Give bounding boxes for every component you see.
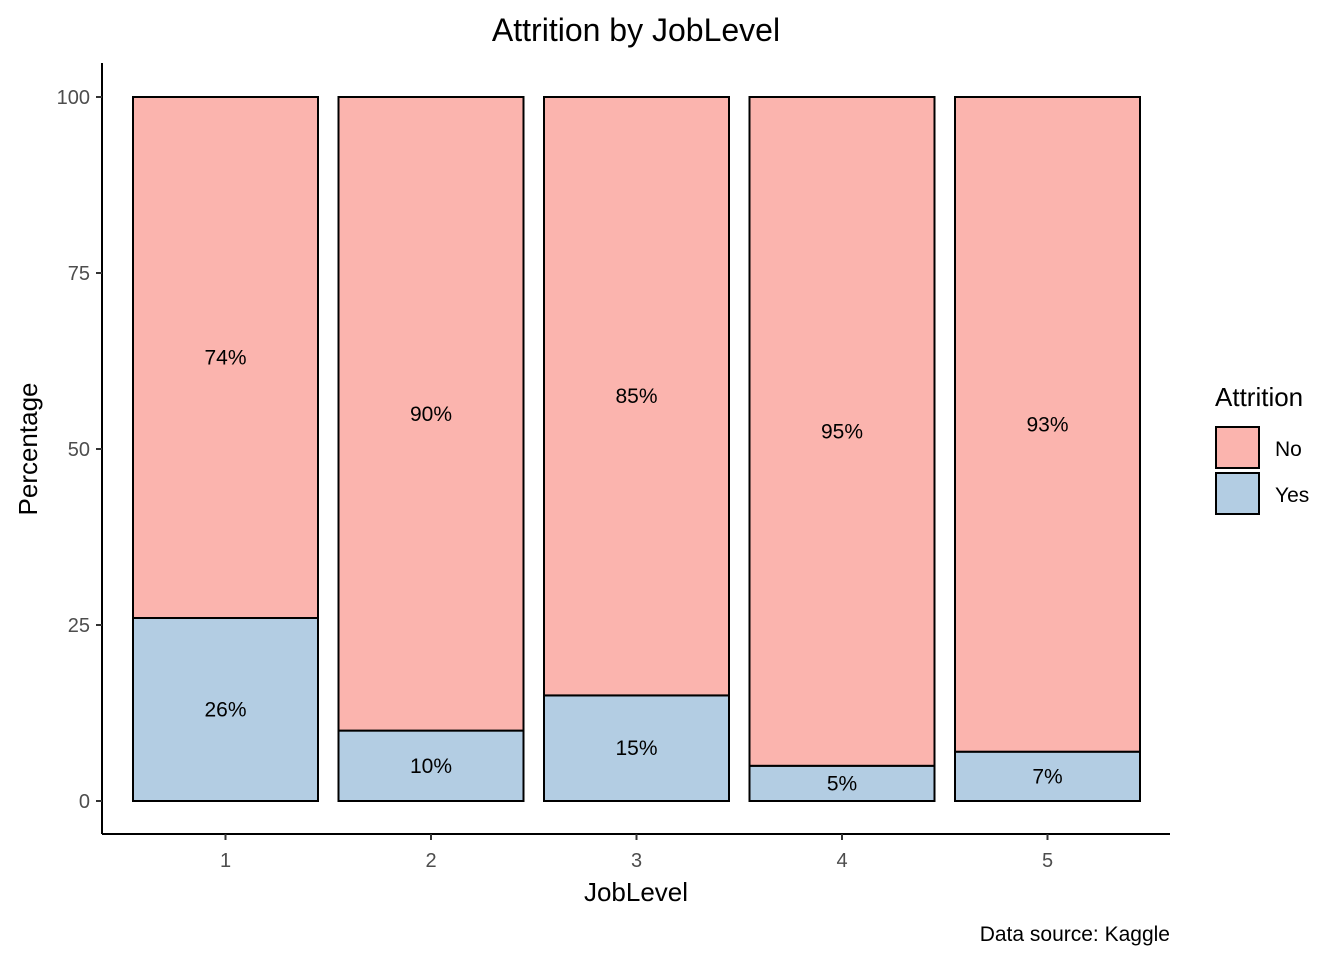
legend-title: Attrition (1215, 382, 1303, 412)
bar-label-yes-4: 5% (827, 772, 857, 795)
x-axis: 1 2 3 4 5 (102, 833, 1170, 872)
y-tick-label: 25 (68, 615, 90, 637)
bar-no-2 (337, 96, 525, 732)
y-tick-label: 50 (68, 439, 90, 461)
bar-label-no-2: 90% (410, 403, 452, 426)
x-tick-label: 4 (836, 850, 847, 872)
bar-label-yes-1: 26% (204, 699, 246, 722)
plot-area: 26% 74% 10% 90% 15% 85% 5% 95% 7% 93% (132, 96, 1141, 803)
y-tick-label: 75 (68, 263, 90, 285)
x-axis-title: JobLevel (584, 877, 688, 907)
x-tick-label: 2 (425, 850, 436, 872)
bar-yes-1 (132, 617, 319, 802)
bar-label-no-4: 95% (821, 420, 863, 443)
bar-label-yes-3: 15% (615, 737, 657, 760)
legend-key-yes (1215, 472, 1260, 515)
chart-title: Attrition by JobLevel (492, 12, 780, 48)
bar-label-no-1: 74% (204, 347, 246, 370)
bar-label-yes-5: 7% (1032, 765, 1062, 788)
bar-label-no-5: 93% (1026, 413, 1068, 436)
y-axis-title: Percentage (13, 383, 43, 516)
legend: Attrition No Yes (1215, 382, 1309, 515)
bar-label-yes-2: 10% (410, 755, 452, 778)
x-tick-label: 3 (631, 850, 642, 872)
bar-yes-5 (954, 750, 1141, 803)
bar-label-no-3: 85% (615, 385, 657, 408)
legend-label-no: No (1275, 438, 1302, 461)
bar-yes-3 (543, 694, 730, 803)
x-tick-label: 5 (1042, 850, 1053, 872)
y-axis: 0 25 50 75 100 (57, 63, 103, 834)
legend-label-yes: Yes (1275, 484, 1309, 507)
bar-yes-4 (748, 764, 936, 802)
x-tick-label: 1 (220, 850, 231, 872)
caption: Data source: Kaggle (980, 923, 1170, 946)
legend-key-no (1215, 426, 1260, 469)
y-tick-label: 100 (57, 87, 90, 109)
bar-no-4 (748, 96, 936, 767)
y-tick-label: 0 (79, 791, 90, 813)
bar-no-3 (543, 96, 730, 697)
bar-no-5 (954, 96, 1141, 753)
bar-no-1 (132, 96, 319, 619)
